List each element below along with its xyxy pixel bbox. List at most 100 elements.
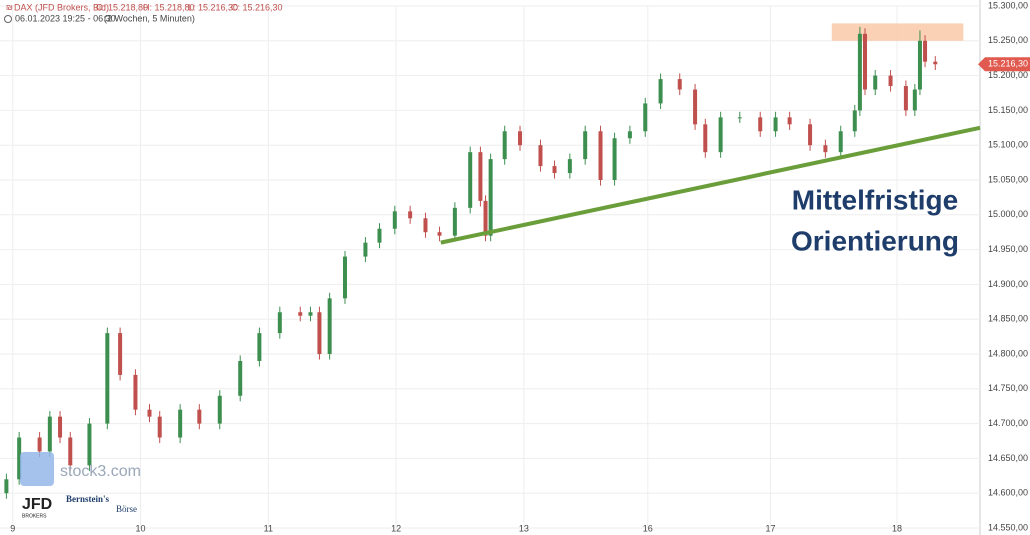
candle-body [408,211,413,219]
candle-body [658,79,663,104]
candle-body [423,218,428,233]
ohlc: L: 15.216,30 [188,2,238,12]
candle-body [87,423,92,466]
candle-body [808,124,813,146]
candle-body [478,152,483,201]
y-tick-label: 14.950,00 [988,244,1028,254]
candle-body [377,228,382,243]
logo: Bernstein's [66,494,109,504]
candle-body [257,333,262,361]
candle-body [518,131,523,146]
candle-body [552,166,557,174]
candle-body [17,437,22,480]
candle-body [342,256,347,299]
candle-body [47,416,52,452]
candle-body [773,117,778,132]
candle-body [68,437,73,466]
candle-body [598,131,603,180]
y-tick-label: 15.250,00 [988,35,1028,45]
candle-body [838,131,843,153]
candle-body [502,131,507,160]
candle-body [178,409,183,438]
y-tick-label: 14.700,00 [988,418,1028,428]
x-tick-label: 13 [519,523,529,533]
y-tick-label: 15.300,00 [988,0,1028,10]
x-tick-label: 11 [264,523,273,533]
candle-body [583,131,588,160]
candle-body [703,124,708,153]
candle-body [4,479,9,494]
candle-body [923,40,928,62]
candle-body [718,117,723,153]
candle-body [567,159,572,174]
y-tick-label: 15.200,00 [988,70,1028,80]
candle-body [238,360,243,396]
candle-body [452,207,457,236]
candle-body [933,61,938,65]
ohlc: H: 15.218,80 [143,2,195,12]
candle-body [298,312,303,316]
logo: JFD [22,496,52,513]
candle-body [857,33,862,111]
y-tick-label: 14.600,00 [988,488,1028,498]
candle-body [737,117,742,119]
candle-body [873,75,878,90]
x-tick-label: 10 [136,523,146,533]
interval: (2 Wochen, 5 Minuten) [104,13,195,23]
candle-body [483,200,488,236]
candle-body [277,312,282,334]
candle-body [612,138,617,180]
logo: Börse [116,504,137,514]
candle-body [787,117,792,125]
y-tick-label: 15.000,00 [988,209,1028,219]
candle-body [917,40,922,90]
candle-body [912,89,917,111]
candle-body [903,86,908,111]
candle-body [888,75,893,87]
ohlc: C: 15.216,30 [231,2,283,12]
candle-body [118,333,123,375]
x-tick-label: 9 [10,523,15,533]
price-tag [978,57,1030,72]
resistance-zone [831,23,964,41]
y-tick-label: 15.050,00 [988,174,1028,184]
candle-body [217,395,222,424]
y-tick-label: 15.150,00 [988,105,1028,115]
x-tick-label: 18 [892,523,902,533]
candle-body [197,409,202,424]
candle-body [363,242,368,257]
y-tick-label: 15.100,00 [988,140,1028,150]
candle-body [823,145,828,153]
period: 06.01.2023 19:25 - 06:30 [15,13,116,23]
price-tag-label: 15.216,30 [988,59,1028,69]
y-tick-label: 14.750,00 [988,383,1028,393]
candle-body [677,79,682,90]
candle-body [157,416,162,438]
candle-body [308,312,313,316]
candle-body [863,33,868,90]
candle-body [317,312,322,354]
candle-body [693,89,698,125]
logo: BROKERS [22,513,47,519]
candle-body [147,409,152,417]
candle-body [627,131,632,139]
logo-icon [20,452,54,486]
candle-body [327,298,332,354]
y-tick-label: 14.900,00 [988,279,1028,289]
candle-body [488,159,493,236]
y-axis-panel [980,0,1030,535]
y-tick-label: 14.850,00 [988,314,1028,324]
candle-body [852,110,857,132]
annotation: Mittelfristige [792,184,958,215]
candle-body [58,416,63,438]
candle-body [437,232,442,236]
icon: ₪ [6,3,13,12]
trend-line [440,125,981,245]
logo: stock3.com [60,463,141,480]
y-tick-label: 14.550,00 [988,522,1028,532]
symbol: DAX (JFD Brokers, Bid) [14,2,109,12]
x-tick-label: 12 [391,523,401,533]
ohlc: O: 15.218,80 [96,2,148,12]
